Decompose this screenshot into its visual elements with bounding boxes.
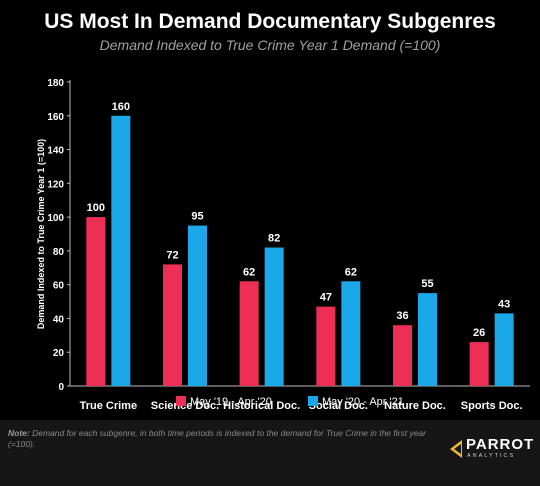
legend-label: May '20 - Apr '21 xyxy=(322,396,404,408)
legend-label: May '19 - Apr '20 xyxy=(190,396,272,408)
y-tick-label: 100 xyxy=(47,213,64,224)
logo-subtitle: ANALYTICS xyxy=(467,453,516,459)
bar xyxy=(239,281,259,386)
x-tick-label: Sports Doc. xyxy=(461,400,523,412)
bar xyxy=(316,306,336,386)
y-tick-label: 120 xyxy=(47,179,64,190)
parrot-logo-icon-inner xyxy=(454,444,461,454)
footnote: Note: Demand for each subgenre, in both … xyxy=(8,428,438,450)
legend-swatch xyxy=(308,396,318,406)
y-tick-label: 0 xyxy=(58,382,64,393)
data-label: 160 xyxy=(112,101,130,113)
data-label: 100 xyxy=(87,202,105,214)
bar xyxy=(494,313,514,386)
note-label: Note: xyxy=(8,428,30,438)
bar xyxy=(341,281,361,386)
data-label: 82 xyxy=(268,233,280,245)
bar xyxy=(393,325,412,386)
x-tick-label: True Crime xyxy=(80,400,137,412)
legend-swatch xyxy=(176,396,186,406)
bar xyxy=(86,217,106,386)
y-tick-label: 20 xyxy=(53,348,65,359)
x-tick-label: Nature Doc. xyxy=(384,400,446,412)
data-label: 62 xyxy=(243,266,255,278)
bar xyxy=(469,342,489,386)
x-tick-label: Social Doc. xyxy=(309,400,368,412)
bar xyxy=(163,264,182,386)
data-label: 47 xyxy=(320,292,332,304)
y-tick-label: 180 xyxy=(47,78,64,89)
data-label: 43 xyxy=(498,298,510,310)
bar xyxy=(264,247,284,386)
y-tick-label: 160 xyxy=(47,112,64,123)
data-label: 72 xyxy=(166,249,178,261)
logo-name: PARROT xyxy=(466,436,535,453)
x-tick-label: Historical Doc. xyxy=(223,400,300,412)
y-tick-label: 40 xyxy=(53,314,65,325)
footer: Note: Demand for each subgenre, in both … xyxy=(0,420,540,486)
note-text: Demand for each subgenre, in both time p… xyxy=(8,428,426,449)
data-label: 62 xyxy=(345,266,357,278)
chart-subtitle: Demand Indexed to True Crime Year 1 Dema… xyxy=(99,37,441,53)
y-axis-title: Demand Indexed to True Crime Year 1 (=10… xyxy=(36,139,46,329)
bar xyxy=(418,293,437,386)
y-tick-label: 60 xyxy=(53,281,65,292)
data-label: 26 xyxy=(473,327,485,339)
bar xyxy=(188,225,207,386)
data-label: 95 xyxy=(191,211,203,223)
bar xyxy=(111,115,131,387)
data-label: 55 xyxy=(421,278,433,290)
bar-chart: 0 20 40 60 80 100 120 140 160 180 Demand Indexed t… xyxy=(36,78,530,412)
parrot-analytics-logo: PARROT ANALYTICS xyxy=(450,436,536,466)
chart-title: US Most In Demand Documentary Subgenres xyxy=(44,10,496,33)
y-tick-label: 80 xyxy=(53,247,65,258)
data-label: 36 xyxy=(396,310,408,322)
y-tick-label: 140 xyxy=(47,146,64,157)
